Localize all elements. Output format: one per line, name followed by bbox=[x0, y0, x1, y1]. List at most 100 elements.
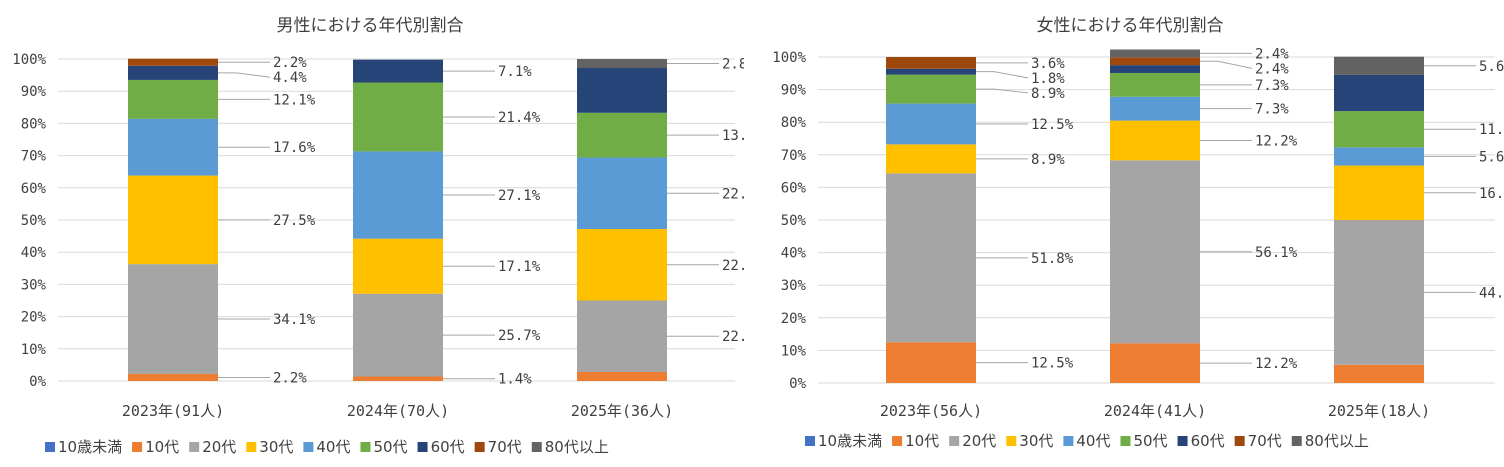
bar-segment bbox=[1110, 96, 1200, 121]
data-label: 12.2% bbox=[1255, 356, 1298, 372]
bar-segment bbox=[886, 173, 976, 343]
y-tick-label: 10% bbox=[781, 343, 807, 359]
legend-swatch bbox=[531, 442, 542, 452]
data-label: 7.3% bbox=[1255, 78, 1289, 94]
legend-swatch bbox=[949, 436, 960, 446]
legend-swatch bbox=[1234, 436, 1245, 446]
legend-entry: 30代 bbox=[1019, 432, 1053, 450]
bar-segment bbox=[353, 151, 443, 239]
data-label: 17.6% bbox=[273, 140, 316, 156]
bar-segment bbox=[1334, 165, 1424, 220]
y-tick-label: 40% bbox=[781, 246, 807, 262]
bar-segment bbox=[1110, 49, 1200, 58]
data-label: 17.1% bbox=[498, 259, 541, 275]
data-label: 56.1% bbox=[1255, 245, 1298, 261]
legend-swatch bbox=[805, 436, 815, 446]
legend-swatch bbox=[246, 442, 257, 452]
legend-swatch bbox=[1120, 436, 1131, 446]
y-tick-label: 30% bbox=[781, 278, 807, 294]
legend-swatch bbox=[1177, 436, 1188, 446]
legend-entry: 20代 bbox=[962, 432, 996, 450]
legend-swatch bbox=[132, 442, 143, 452]
data-label: 13.9% bbox=[722, 128, 744, 144]
y-tick-label: 80% bbox=[781, 115, 807, 131]
bar-segment bbox=[128, 118, 218, 176]
y-tick-label: 90% bbox=[21, 84, 47, 100]
bar-segment bbox=[1334, 111, 1424, 148]
leader-line bbox=[218, 72, 271, 78]
data-label: 7.1% bbox=[498, 64, 532, 80]
data-label: 22.2% bbox=[722, 186, 744, 202]
leader-line bbox=[976, 88, 1029, 94]
bar-segment bbox=[353, 82, 443, 152]
data-label: 22.2% bbox=[722, 329, 744, 345]
data-label: 12.5% bbox=[1031, 117, 1074, 133]
legend-entry: 80代以上 bbox=[545, 438, 609, 456]
y-tick-label: 50% bbox=[781, 213, 807, 229]
data-label: 11.1% bbox=[1479, 122, 1504, 138]
legend-swatch bbox=[474, 442, 485, 452]
y-tick-label: 70% bbox=[21, 149, 47, 165]
bar-segment bbox=[1334, 74, 1424, 112]
bar-segment bbox=[886, 57, 976, 69]
bar-segment bbox=[577, 229, 667, 301]
legend-entry: 60代 bbox=[431, 438, 465, 456]
data-label: 1.4% bbox=[498, 372, 532, 388]
legend-entry: 80代以上 bbox=[1305, 432, 1369, 450]
y-tick-label: 40% bbox=[21, 245, 47, 261]
legend-swatch bbox=[189, 442, 200, 452]
data-label: 3.6% bbox=[1031, 56, 1065, 72]
bar-segment bbox=[128, 79, 218, 119]
x-category-label: 2024年(70人) bbox=[347, 402, 449, 420]
y-tick-label: 80% bbox=[21, 116, 47, 132]
data-label: 16.7% bbox=[1479, 186, 1504, 202]
bar-segment bbox=[353, 376, 443, 381]
legend-swatch bbox=[1063, 436, 1074, 446]
x-category-label: 2025年(36人) bbox=[571, 402, 673, 420]
data-label: 34.1% bbox=[273, 312, 316, 328]
chart-title: 男性における年代別割合 bbox=[277, 16, 464, 36]
legend-entry: 10代 bbox=[145, 438, 179, 456]
data-label: 8.9% bbox=[1031, 86, 1065, 102]
legend-entry: 10歳未満 bbox=[818, 432, 882, 450]
bar-segment bbox=[353, 59, 443, 83]
x-category-label: 2025年(18人) bbox=[1328, 402, 1430, 420]
bar-segment bbox=[577, 112, 667, 158]
bar-segment bbox=[1334, 56, 1424, 75]
legend-entry: 50代 bbox=[373, 438, 407, 456]
bar-segment bbox=[1110, 120, 1200, 161]
data-label: 22.2% bbox=[722, 258, 744, 274]
data-label: 51.8% bbox=[1031, 251, 1074, 267]
bar-segment bbox=[886, 103, 976, 145]
legend-entry: 20代 bbox=[202, 438, 236, 456]
bar-segment bbox=[1334, 220, 1424, 365]
data-label: 25.7% bbox=[498, 328, 541, 344]
bar-segment bbox=[577, 157, 667, 230]
y-tick-label: 60% bbox=[781, 180, 807, 196]
data-label: 7.3% bbox=[1255, 102, 1289, 118]
y-tick-label: 0% bbox=[29, 374, 46, 390]
bar-segment bbox=[1334, 147, 1424, 166]
bar-segment bbox=[1110, 72, 1200, 97]
bar-segment bbox=[128, 175, 218, 265]
bar-segment bbox=[1110, 57, 1200, 66]
legend-entry: 70代 bbox=[1248, 432, 1282, 450]
chart-title: 女性における年代別割合 bbox=[1037, 16, 1224, 36]
x-category-label: 2023年(91人) bbox=[122, 402, 224, 420]
legend-swatch bbox=[1006, 436, 1017, 446]
legend-entry: 10代 bbox=[905, 432, 939, 450]
bar-segment bbox=[886, 144, 976, 174]
leader-line bbox=[1200, 60, 1253, 69]
leader-line bbox=[976, 71, 1029, 79]
legend-swatch bbox=[892, 436, 903, 446]
male-age-chart: 男性における年代別割合 0% 10% 20% 30% 40% 50% 60% 70% 80% 90%… bbox=[12, 16, 744, 456]
legend-entry: 60代 bbox=[1191, 432, 1225, 450]
x-category-label: 2023年(56人) bbox=[880, 402, 982, 420]
legend-swatch bbox=[1291, 436, 1302, 446]
data-label: 2.4% bbox=[1255, 61, 1289, 77]
data-label: 5.6% bbox=[1479, 59, 1504, 75]
x-category-label: 2024年(41人) bbox=[1104, 402, 1206, 420]
bar-segment bbox=[577, 371, 667, 381]
y-tick-label: 50% bbox=[21, 213, 47, 229]
y-tick-label: 20% bbox=[21, 310, 47, 326]
